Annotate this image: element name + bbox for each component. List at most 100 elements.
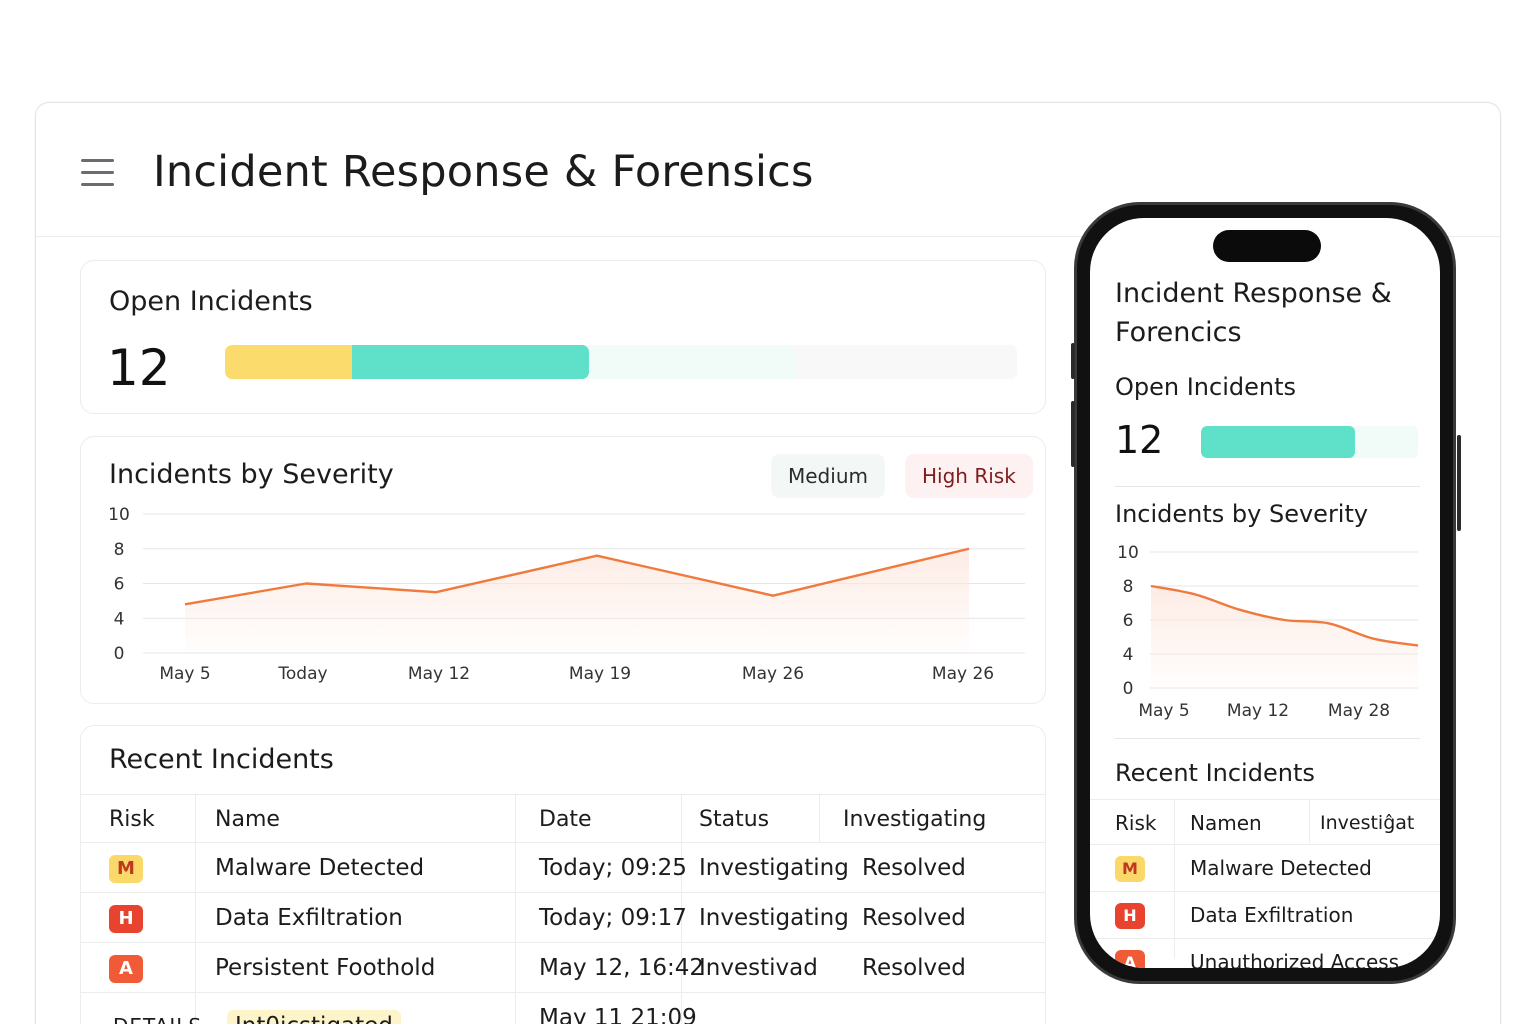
x-tick-label: May 26 [932,664,994,684]
series-area [185,548,969,653]
recent-incidents-card: Recent Incidents Risk Name Date Status I… [80,725,1046,1024]
column-header-investigating[interactable]: Investigating [843,807,987,832]
y-tick-label: 0 [1123,679,1134,699]
y-tick-label: 8 [114,540,125,560]
risk-badge-alert: A [1115,950,1145,968]
open-incidents-progress [225,345,1017,379]
table-header-row: Risk Name Date Status Investigating [81,794,1045,844]
table-row[interactable]: M Malware Detected Today; 09:25 Investig… [81,842,1045,892]
column-divider [195,794,196,1024]
mobile-open-incidents-count: 12 [1115,418,1164,462]
incident-name[interactable]: Data Exfiltration [1190,903,1354,927]
column-header-name[interactable]: Namen [1190,811,1262,835]
y-tick-label: 10 [108,505,130,525]
column-divider [1309,799,1310,843]
incident-date: May 11 21:09 [539,1005,697,1024]
y-tick-label: 0 [114,644,125,664]
incident-date: Today; 09:25 [539,855,687,881]
table-row[interactable]: A Unauthorized Access [1090,938,1440,968]
table-row[interactable]: A Persistent Foothold May 12, 16:42 Inve… [81,942,1045,992]
details-link[interactable]: DETAILS [113,1001,202,1024]
x-tick-label: May 5 [1138,701,1189,721]
x-tick-label: May 12 [408,664,470,684]
incident-name[interactable]: Persistent Foothold [215,955,436,981]
risk-badge-high: H [1115,903,1145,929]
table-row[interactable]: H Data Exfiltration Today; 09:17 Investi… [81,892,1045,942]
incident-status: Investigating [699,905,849,931]
phone-frame: Incident Response & Forencics Open Incid… [1071,202,1461,984]
dynamic-island [1213,230,1321,262]
open-incidents-title: Open Incidents [109,286,313,317]
series-line [184,547,970,606]
app-header: Incident Response & Forensics [36,103,1500,237]
hamburger-menu-icon[interactable] [81,159,115,187]
filter-chip-high-risk[interactable]: High Risk [905,454,1033,498]
x-tick-label: May 19 [569,664,631,684]
severity-chart-title: Incidents by Severity [109,459,394,490]
risk-badge-high: H [109,905,143,933]
progress-segment-low [351,345,590,379]
divider [1115,738,1420,739]
column-divider [819,794,820,842]
x-tick-label: May 5 [159,664,210,684]
divider [1115,486,1420,487]
x-tick-label: May 28 [1328,701,1390,721]
open-incidents-card: Open Incidents 12 [80,260,1046,414]
open-incidents-count: 12 [107,339,171,397]
column-header-name[interactable]: Name [215,807,280,832]
y-tick-label: 10 [1117,543,1139,563]
incident-name[interactable]: Unauthorized Access [1190,950,1400,968]
incident-resolution: Resolved [862,905,966,931]
severity-chart-card: 0 4 6 8 10 May 5 Today May 12 May 19 May 26 May 26… [80,436,1046,704]
phone-side-button [1071,343,1075,379]
phone-side-button [1071,401,1075,467]
column-header-status[interactable]: Status [699,807,770,832]
incident-status: Investigating [699,855,849,881]
y-tick-label: 6 [1123,611,1134,631]
incident-date: Today; 09:17 [539,905,687,931]
mobile-severity-line-chart: 0 4 6 8 10 May 5 May 12 May 28 [1117,543,1419,721]
y-tick-label: 4 [1123,645,1134,665]
column-divider [681,794,682,1024]
severity-line-chart: 0 4 6 8 10 May 5 Today May 12 May 19 May 26 May 26 [108,505,1025,684]
y-tick-label: 4 [114,609,125,629]
incident-name[interactable]: Malware Detected [215,855,425,881]
table-row-partial[interactable]: DETAILS Int0icstigated May 11 21:09 [81,992,1045,1024]
column-header-investigating[interactable]: Investiĝat [1320,812,1415,834]
y-tick-label: 6 [114,575,125,595]
status-tag: Int0icstigated [227,1001,401,1024]
phone-side-button [1457,435,1461,531]
series-line [1150,584,1419,647]
column-divider [1174,799,1175,959]
mobile-open-incidents-title: Open Incidents [1115,373,1297,401]
mobile-open-incidents-progress [1201,426,1418,458]
column-header-risk[interactable]: Risk [1115,811,1157,835]
x-tick-label: May 26 [742,664,804,684]
incident-status: Investivad [699,955,818,981]
filter-chip-medium[interactable]: Medium [771,454,885,498]
y-tick-label: 8 [1123,577,1134,597]
column-header-risk[interactable]: Risk [109,807,155,832]
page-title: Incident Response & Forensics [153,147,814,197]
status-tag-label: Int0icstigated [227,1010,401,1024]
incident-name[interactable]: Malware Detected [1190,856,1372,880]
risk-badge-medium: M [109,855,143,883]
incident-date: May 12, 16:42 [539,955,705,981]
incident-resolution: Resolved [862,855,966,881]
incident-resolution: Resolved [862,955,966,981]
mobile-recent-incidents-title: Recent Incidents [1115,759,1315,787]
risk-badge-medium: M [1115,856,1145,882]
recent-incidents-title: Recent Incidents [109,744,334,775]
phone-screen: Incident Response & Forencics Open Incid… [1090,218,1440,968]
table-header-row: Risk Namen Investiĝat [1090,799,1440,846]
x-tick-label: Today [277,664,327,684]
x-tick-label: May 12 [1227,701,1289,721]
mobile-progress-fill [1201,426,1356,458]
table-row[interactable]: M Malware Detected [1090,844,1440,891]
mobile-severity-title: Incidents by Severity [1115,500,1369,528]
column-header-date[interactable]: Date [539,807,592,832]
risk-badge-alert: A [109,955,143,983]
series-area [1151,586,1418,688]
table-row[interactable]: H Data Exfiltration [1090,891,1440,938]
incident-name[interactable]: Data Exfiltration [215,905,403,931]
